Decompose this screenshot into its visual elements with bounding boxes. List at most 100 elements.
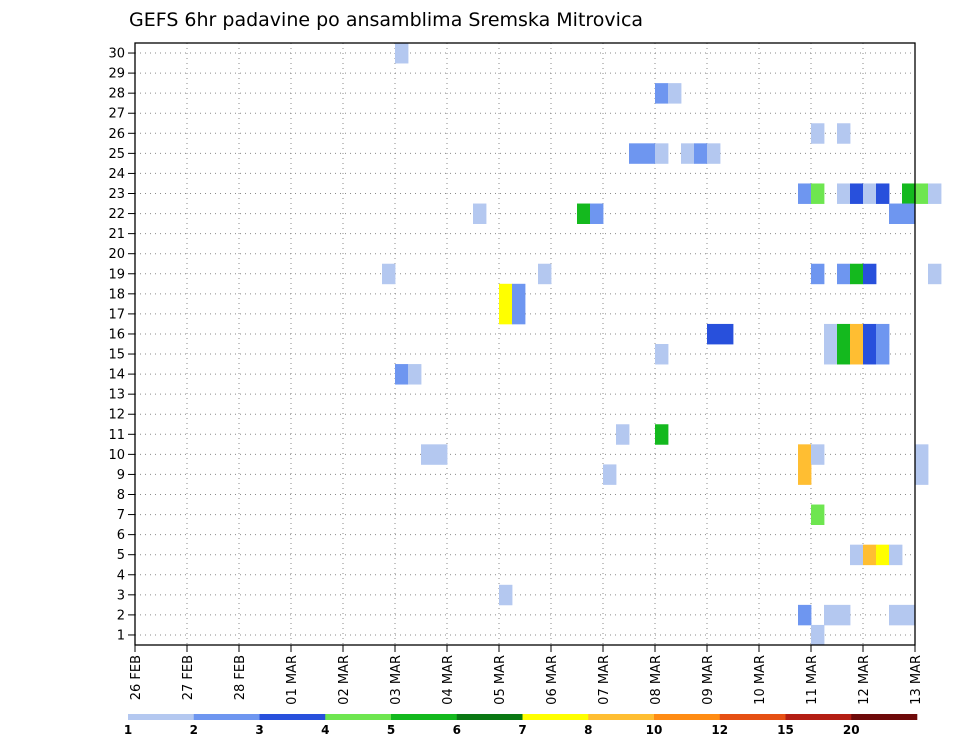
x-tick-label: 04 MAR (441, 655, 456, 705)
colorbar-swatch (588, 714, 655, 720)
data-cell (655, 83, 669, 104)
colorbar-label: 2 (190, 723, 198, 737)
y-tick-label: 8 (117, 488, 125, 503)
data-cell (863, 263, 877, 285)
data-cell (512, 303, 526, 325)
data-cell (915, 464, 929, 485)
x-tick-label: 02 MAR (337, 655, 352, 705)
data-cell (421, 444, 448, 465)
y-tick-label: 15 (108, 348, 125, 363)
x-tick-label: 07 MAR (597, 655, 612, 705)
data-cell (850, 263, 864, 285)
data-cell (590, 203, 604, 224)
data-cell (876, 544, 890, 566)
y-tick-label: 9 (117, 468, 125, 483)
y-tick-label: 13 (108, 388, 125, 403)
data-cell (798, 444, 812, 465)
y-tick-label: 2 (117, 608, 125, 623)
data-cell (876, 344, 890, 365)
x-tick-label: 08 MAR (649, 655, 664, 705)
data-cell (811, 444, 825, 465)
data-cell (928, 263, 942, 285)
data-cell (382, 263, 396, 285)
grid (135, 43, 915, 645)
x-tick-label: 28 FEB (233, 655, 248, 700)
colorbar-swatch (522, 714, 589, 720)
data-cell (499, 283, 513, 305)
y-tick-label: 19 (108, 267, 125, 282)
data-cell (655, 344, 669, 365)
y-tick-label: 10 (108, 448, 125, 463)
y-tick-label: 3 (117, 588, 125, 603)
data-cell (512, 283, 526, 305)
data-cell (577, 203, 591, 224)
data-cell (798, 183, 812, 204)
colorbar-swatch (654, 714, 721, 720)
y-tick-label: 28 (108, 87, 125, 102)
data-cell (824, 604, 851, 626)
data-cell (473, 203, 487, 224)
x-tick-label: 05 MAR (493, 655, 508, 705)
data-cell (837, 123, 851, 144)
colorbar-swatch (193, 714, 260, 720)
colorbar-label: 1 (124, 723, 132, 737)
y-axis: 1234567891011121314151617181920212223242… (108, 47, 135, 643)
data-cell (603, 464, 617, 485)
data-cell (863, 344, 877, 365)
colorbar-swatch (851, 714, 918, 720)
chart-title: GEFS 6hr padavine po ansamblima Sremska … (129, 9, 643, 31)
data-cell (655, 143, 669, 164)
data-cell (811, 123, 825, 144)
y-tick-label: 5 (117, 548, 125, 563)
data-cell (395, 364, 409, 385)
y-tick-label: 30 (108, 47, 125, 62)
data-cell (499, 303, 513, 325)
colorbar-label: 6 (453, 723, 461, 737)
colorbar-swatch (456, 714, 523, 720)
colorbar-swatch (719, 714, 786, 720)
data-cell (837, 344, 851, 365)
data-cell (655, 424, 669, 445)
data-cell (902, 183, 916, 204)
data-cell (616, 424, 630, 445)
y-tick-label: 26 (108, 127, 125, 142)
data-cell (707, 323, 734, 345)
y-tick-label: 1 (117, 628, 125, 643)
colorbar-label: 7 (518, 723, 526, 737)
colorbar-label: 12 (711, 723, 728, 737)
y-tick-label: 14 (108, 368, 125, 383)
x-tick-label: 13 MAR (909, 655, 924, 705)
data-cell (707, 143, 721, 164)
colorbar-label: 20 (843, 723, 860, 737)
x-tick-label: 09 MAR (701, 655, 716, 705)
y-tick-label: 25 (108, 147, 125, 162)
colorbar-label: 3 (255, 723, 263, 737)
colorbar-label: 5 (387, 723, 395, 737)
data-cell (863, 183, 877, 204)
y-tick-label: 20 (108, 247, 125, 262)
colorbar-swatch (259, 714, 326, 720)
data-cells (382, 43, 942, 646)
data-cell (889, 544, 903, 566)
data-cell (889, 604, 916, 626)
x-tick-label: 01 MAR (285, 655, 300, 705)
data-cell (824, 344, 838, 365)
x-tick-label: 11 MAR (805, 655, 820, 705)
y-tick-label: 4 (117, 568, 125, 583)
data-cell (681, 143, 695, 164)
data-cell (837, 323, 851, 345)
colorbar-swatch (325, 714, 392, 720)
y-tick-label: 16 (108, 327, 125, 342)
data-cell (876, 183, 890, 204)
y-tick-label: 7 (117, 508, 125, 523)
data-cell (915, 444, 929, 465)
y-tick-label: 23 (108, 187, 125, 202)
colorbar-swatch (391, 714, 458, 720)
data-cell (850, 323, 864, 345)
data-cell (915, 183, 929, 204)
data-cell (863, 323, 877, 345)
data-cell (863, 544, 877, 566)
y-tick-label: 24 (108, 167, 125, 182)
colorbar-label: 8 (584, 723, 592, 737)
